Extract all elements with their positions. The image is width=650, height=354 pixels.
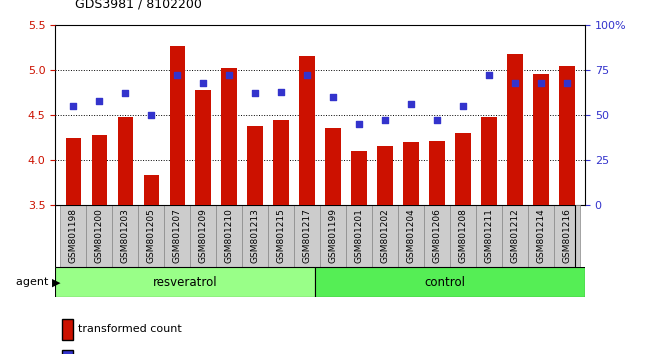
Bar — [533, 74, 549, 205]
Bar — [242, 205, 268, 267]
Bar — [274, 120, 289, 205]
Bar — [507, 54, 523, 205]
Text: GSM801205: GSM801205 — [147, 209, 156, 263]
Bar — [66, 138, 81, 205]
Bar — [554, 205, 580, 267]
Text: GSM801216: GSM801216 — [562, 209, 571, 263]
Text: GSM801201: GSM801201 — [355, 209, 363, 263]
Text: GSM801211: GSM801211 — [484, 209, 493, 263]
Bar — [268, 205, 294, 267]
Point — [354, 121, 364, 127]
Bar — [481, 117, 497, 205]
Bar — [170, 46, 185, 205]
Bar — [92, 135, 107, 205]
Text: GSM801202: GSM801202 — [380, 209, 389, 263]
Point — [562, 80, 572, 85]
Point — [458, 103, 468, 109]
Text: GSM801203: GSM801203 — [121, 209, 130, 263]
Text: GSM801209: GSM801209 — [199, 209, 208, 263]
Text: GSM801217: GSM801217 — [303, 209, 311, 263]
Point — [224, 73, 235, 78]
Bar — [112, 205, 138, 267]
Point — [120, 91, 131, 96]
Point — [536, 80, 546, 85]
Bar — [351, 151, 367, 205]
Text: GSM801206: GSM801206 — [432, 209, 441, 263]
Bar — [398, 205, 424, 267]
Bar — [164, 205, 190, 267]
Point — [328, 94, 338, 100]
Text: GSM801210: GSM801210 — [225, 209, 234, 263]
Text: GSM801199: GSM801199 — [329, 209, 337, 263]
Point — [406, 101, 416, 107]
Text: ▶: ▶ — [52, 277, 60, 287]
Text: GSM801198: GSM801198 — [69, 209, 78, 263]
Text: GSM801204: GSM801204 — [406, 209, 415, 263]
Bar — [60, 205, 86, 267]
Text: agent: agent — [16, 277, 52, 287]
Bar — [248, 126, 263, 205]
Point — [68, 103, 79, 109]
Bar — [294, 205, 320, 267]
Bar — [315, 267, 585, 297]
Point — [302, 73, 313, 78]
Text: GSM801214: GSM801214 — [536, 209, 545, 263]
Point — [250, 91, 261, 96]
Bar — [144, 175, 159, 205]
Bar — [346, 205, 372, 267]
Text: transformed count: transformed count — [78, 324, 182, 334]
Text: control: control — [424, 276, 465, 289]
Point — [172, 73, 183, 78]
Bar — [424, 205, 450, 267]
Point — [146, 112, 157, 118]
Bar — [300, 56, 315, 205]
Bar — [138, 205, 164, 267]
Bar — [55, 267, 315, 297]
Text: GSM801212: GSM801212 — [510, 209, 519, 263]
Bar — [528, 205, 554, 267]
Bar — [559, 66, 575, 205]
Bar — [325, 128, 341, 205]
Text: GSM801213: GSM801213 — [251, 209, 260, 263]
Bar — [429, 141, 445, 205]
Bar — [403, 142, 419, 205]
Point — [380, 118, 390, 123]
Point — [510, 80, 520, 85]
Bar — [455, 133, 471, 205]
Bar — [476, 205, 502, 267]
Bar — [502, 205, 528, 267]
Bar — [320, 205, 346, 267]
Bar — [196, 90, 211, 205]
Text: resveratrol: resveratrol — [153, 276, 217, 289]
Text: GSM801207: GSM801207 — [173, 209, 182, 263]
Bar — [450, 205, 476, 267]
Point — [432, 118, 442, 123]
Text: GSM801208: GSM801208 — [458, 209, 467, 263]
Bar — [216, 205, 242, 267]
Bar — [86, 205, 112, 267]
Bar — [118, 117, 133, 205]
Text: GDS3981 / 8102200: GDS3981 / 8102200 — [75, 0, 202, 11]
Point — [484, 73, 494, 78]
Text: GSM801200: GSM801200 — [95, 209, 104, 263]
Bar — [190, 205, 216, 267]
Point — [198, 80, 209, 85]
Bar — [222, 68, 237, 205]
Bar — [372, 205, 398, 267]
Point — [276, 89, 287, 95]
Text: GSM801215: GSM801215 — [277, 209, 285, 263]
Point — [94, 98, 105, 103]
Bar — [377, 146, 393, 205]
